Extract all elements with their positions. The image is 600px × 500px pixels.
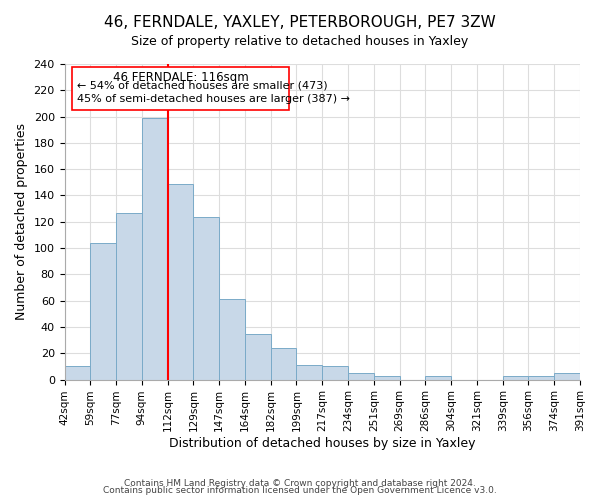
Bar: [245, 334, 271, 380]
Text: 45% of semi-detached houses are larger (387) →: 45% of semi-detached houses are larger (…: [77, 94, 350, 104]
Text: 46, FERNDALE, YAXLEY, PETERBOROUGH, PE7 3ZW: 46, FERNDALE, YAXLEY, PETERBOROUGH, PE7 …: [104, 15, 496, 30]
Bar: [348, 373, 374, 380]
Bar: [296, 365, 322, 380]
Bar: [529, 376, 554, 380]
Bar: [142, 118, 167, 380]
Text: 46 FERNDALE: 116sqm: 46 FERNDALE: 116sqm: [113, 71, 248, 84]
Text: Size of property relative to detached houses in Yaxley: Size of property relative to detached ho…: [131, 35, 469, 48]
FancyBboxPatch shape: [72, 66, 289, 110]
Text: Contains HM Land Registry data © Crown copyright and database right 2024.: Contains HM Land Registry data © Crown c…: [124, 478, 476, 488]
Bar: [65, 366, 91, 380]
Bar: [116, 212, 142, 380]
Bar: [425, 376, 451, 380]
Y-axis label: Number of detached properties: Number of detached properties: [15, 124, 28, 320]
Bar: [167, 184, 193, 380]
Bar: [193, 216, 219, 380]
Text: ← 54% of detached houses are smaller (473): ← 54% of detached houses are smaller (47…: [77, 80, 328, 90]
Bar: [554, 373, 580, 380]
X-axis label: Distribution of detached houses by size in Yaxley: Distribution of detached houses by size …: [169, 437, 476, 450]
Bar: [91, 243, 116, 380]
Bar: [271, 348, 296, 380]
Bar: [374, 376, 400, 380]
Bar: [322, 366, 348, 380]
Text: Contains public sector information licensed under the Open Government Licence v3: Contains public sector information licen…: [103, 486, 497, 495]
Bar: [503, 376, 529, 380]
Bar: [219, 300, 245, 380]
